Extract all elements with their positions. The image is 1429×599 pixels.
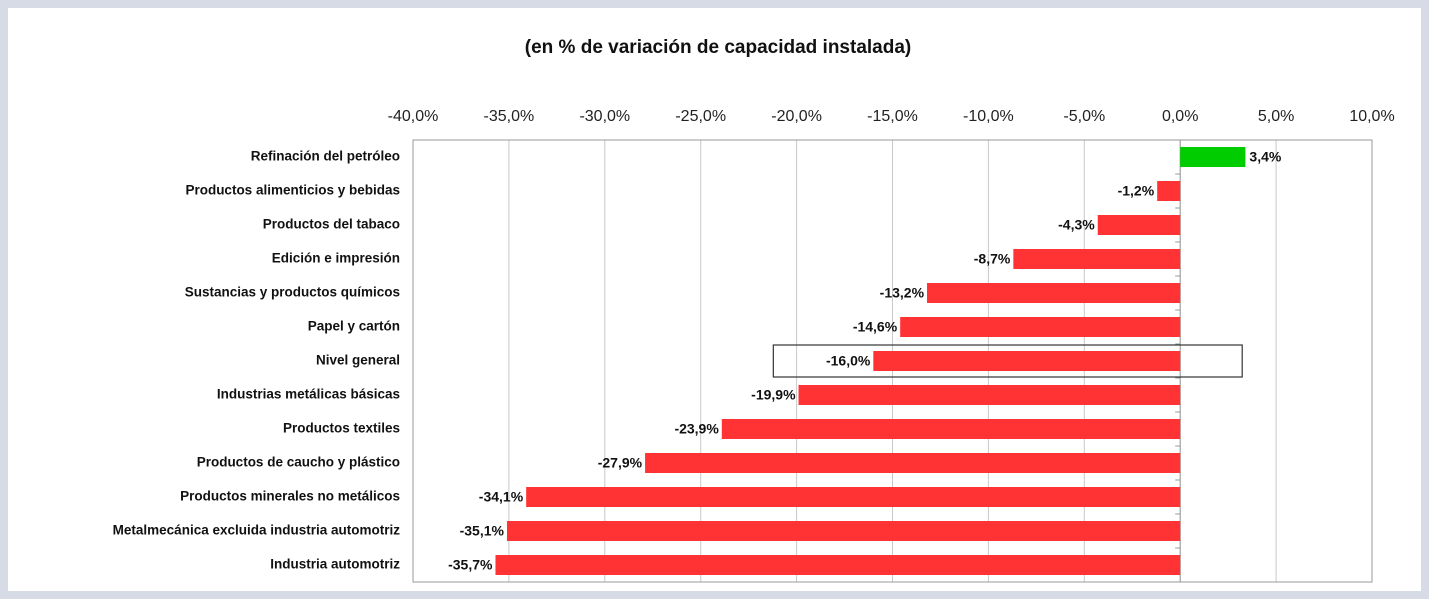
value-label: -19,9%: [751, 387, 796, 403]
category-label: Papel y cartón: [308, 319, 400, 334]
value-label: -35,7%: [448, 557, 493, 573]
bar: [526, 487, 1181, 507]
category-label: Productos textiles: [283, 421, 400, 436]
value-label: -35,1%: [460, 523, 505, 539]
category-label: Productos del tabaco: [263, 217, 400, 232]
value-label: -16,0%: [826, 353, 871, 369]
value-label: -8,7%: [974, 251, 1011, 267]
category-label: Nivel general: [316, 353, 400, 368]
x-tick-label: -40,0%: [388, 108, 439, 125]
bar: [900, 317, 1181, 337]
bar: [645, 453, 1181, 473]
value-label: -4,3%: [1058, 217, 1095, 233]
bar: [798, 385, 1181, 405]
category-label: Productos alimenticios y bebidas: [185, 183, 400, 198]
bar: [495, 555, 1181, 575]
x-tick-label: -30,0%: [579, 108, 630, 125]
bar: [1180, 147, 1246, 167]
category-label: Productos minerales no metálicos: [180, 489, 400, 504]
value-label: -27,9%: [598, 455, 643, 471]
category-label: Metalmecánica excluida industria automot…: [113, 523, 401, 538]
category-label: Refinación del petróleo: [251, 149, 400, 164]
category-label: Industria automotriz: [270, 557, 400, 572]
bar: [721, 419, 1181, 439]
x-tick-label: -25,0%: [675, 108, 726, 125]
value-label: -13,2%: [880, 285, 925, 301]
value-label: 3,4%: [1249, 149, 1281, 165]
highlight-box: [772, 344, 1243, 378]
bar: [927, 283, 1181, 303]
bar: [1097, 215, 1181, 235]
category-label: Industrias metálicas básicas: [217, 387, 400, 402]
x-tick-label: 0,0%: [1162, 108, 1198, 125]
x-tick-label: -5,0%: [1063, 108, 1105, 125]
value-label: -14,6%: [853, 319, 898, 335]
x-tick-label: -20,0%: [771, 108, 822, 125]
x-tick-label: 5,0%: [1258, 108, 1294, 125]
x-tick-label: 10,0%: [1349, 108, 1394, 125]
x-tick-label: -35,0%: [484, 108, 535, 125]
value-label: -23,9%: [674, 421, 719, 437]
value-label: -34,1%: [479, 489, 524, 505]
bar: [1157, 181, 1181, 201]
plot-border: [412, 139, 1373, 583]
category-label: Productos de caucho y plástico: [197, 455, 400, 470]
chart-title: (en % de variación de capacidad instalad…: [525, 37, 911, 58]
x-tick-label: -10,0%: [963, 108, 1014, 125]
category-label: Sustancias y productos químicos: [185, 285, 400, 300]
x-tick-label: -15,0%: [867, 108, 918, 125]
bar: [1013, 249, 1181, 269]
category-label: Edición e impresión: [272, 251, 400, 266]
bar: [506, 521, 1181, 541]
bar: [873, 351, 1181, 371]
value-label: -1,2%: [1118, 183, 1155, 199]
